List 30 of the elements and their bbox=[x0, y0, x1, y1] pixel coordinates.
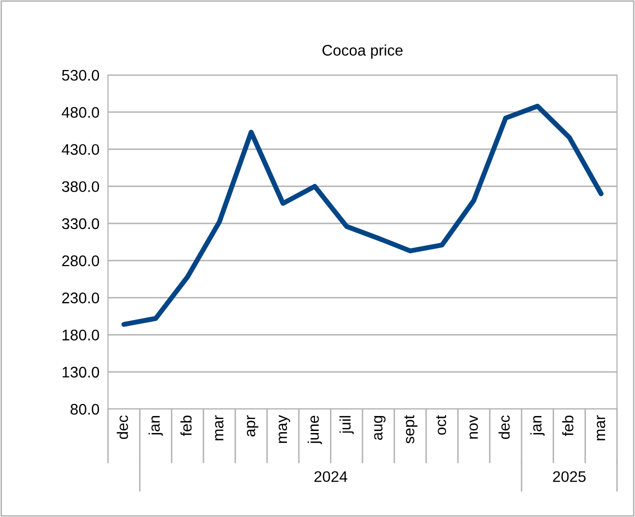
chart-title: Cocoa price bbox=[322, 44, 403, 59]
x-tick-label: nov bbox=[470, 415, 478, 439]
y-tick-label: 80.0 bbox=[70, 404, 100, 415]
y-tick-label: 530.0 bbox=[62, 70, 100, 81]
x-tick-label: jan bbox=[530, 416, 545, 436]
y-tick-label: 380.0 bbox=[62, 181, 100, 192]
x-tick-label: dec bbox=[116, 415, 128, 439]
x-tick-label: may bbox=[278, 415, 290, 443]
x-tick-label: feb bbox=[562, 416, 574, 436]
x-tick-label: apr bbox=[246, 415, 258, 436]
x-tick-label: dec bbox=[498, 415, 510, 439]
x-tick-label: june bbox=[308, 416, 322, 444]
y-tick-label: 130.0 bbox=[62, 366, 100, 378]
x-tick-label: juil bbox=[339, 416, 354, 434]
text: 2025 bbox=[553, 471, 586, 482]
y-tick-label: 180.0 bbox=[62, 330, 100, 340]
x-tick-label: mar bbox=[215, 415, 224, 440]
x-tick-label: aug bbox=[374, 416, 386, 440]
y-tick-label: 430.0 bbox=[62, 144, 100, 155]
line-series bbox=[121, 104, 604, 327]
y-tick-label: 280.0 bbox=[62, 255, 100, 266]
y-tick-label: 230.0 bbox=[62, 292, 100, 304]
x-tick-label: sept bbox=[404, 415, 418, 444]
x-tick-label: feb bbox=[180, 416, 192, 436]
x-tick-label: mar bbox=[596, 415, 606, 440]
y-tick-label: 330.0 bbox=[62, 218, 100, 230]
x-tick-label: jan bbox=[148, 416, 163, 436]
text: 2024 bbox=[314, 471, 348, 482]
x-tick-label: oct bbox=[436, 415, 446, 435]
y-tick-label: 480.0 bbox=[62, 106, 100, 118]
